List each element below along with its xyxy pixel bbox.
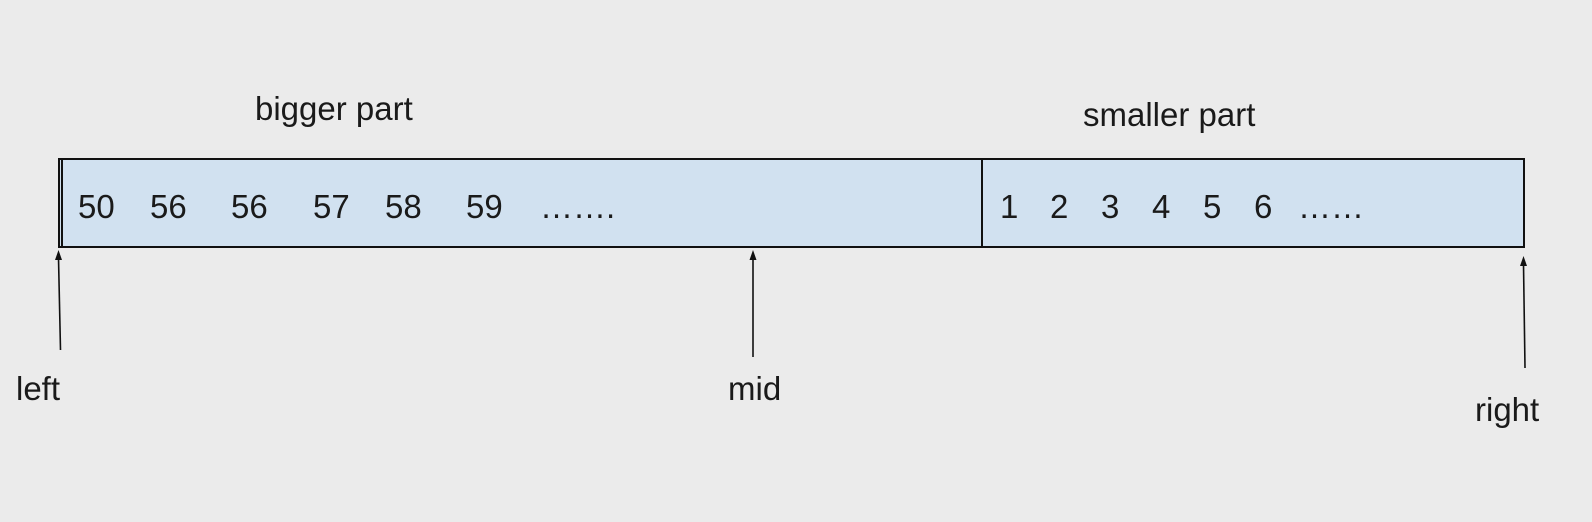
bigger-part-value: 56 [150, 188, 187, 225]
smaller-part-ellipsis: …… [1298, 188, 1364, 225]
mid-pointer-label: mid [728, 370, 782, 407]
smaller-part-value: 5 [1203, 188, 1222, 225]
smaller-part-value: 4 [1152, 188, 1171, 225]
bigger-part-label: bigger part [255, 90, 413, 127]
bigger-part-ellipsis: ……. [540, 188, 616, 225]
bigger-part-value: 50 [78, 188, 115, 225]
bigger-part-value: 58 [385, 188, 422, 225]
left-pointer-label: left [16, 370, 61, 407]
smaller-part-value: 2 [1050, 188, 1069, 225]
array-box [58, 158, 1525, 248]
bigger-part-value: 59 [466, 188, 503, 225]
left-pointer-arrow [55, 250, 62, 351]
right-pointer-arrow [1520, 256, 1527, 369]
bigger-part-value: 57 [313, 188, 350, 225]
bigger-part-value: 56 [231, 188, 268, 225]
part-divider [981, 160, 983, 246]
mid-pointer-arrow [749, 250, 757, 357]
smaller-part-value: 3 [1101, 188, 1120, 225]
smaller-part-value: 1 [1000, 188, 1019, 225]
smaller-part-label: smaller part [1083, 96, 1256, 133]
smaller-part-value: 6 [1254, 188, 1273, 225]
right-pointer-label: right [1475, 391, 1540, 428]
array-left-double-edge [61, 160, 63, 246]
